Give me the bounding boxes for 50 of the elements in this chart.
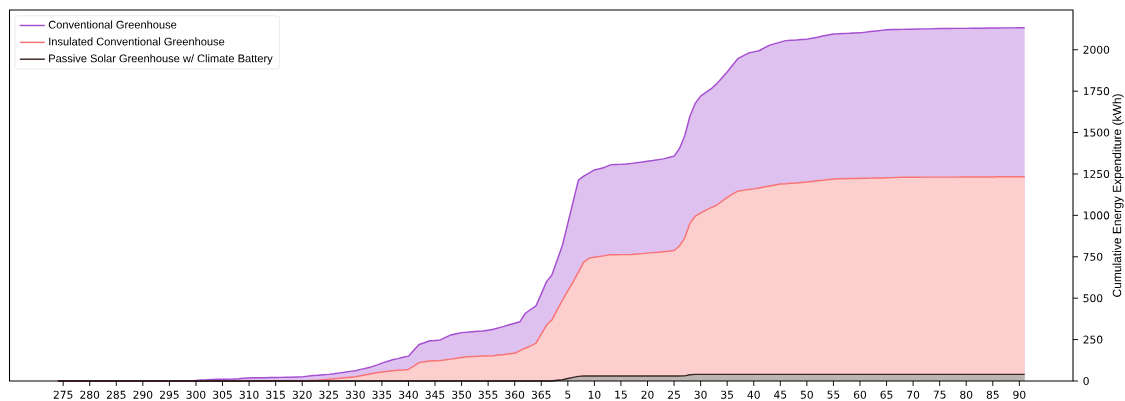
x-tick-label: 350 [452,390,472,399]
y-tick-label: 750 [1083,252,1103,261]
x-tick-label: 325 [319,390,339,399]
x-tick-label: 80 [960,390,973,399]
x-tick-label: 300 [186,390,206,399]
y-tick-label: 500 [1083,294,1103,303]
x-tick-label: 70 [907,390,920,399]
x-tick-label: 30 [694,390,707,399]
y-tick-label: 1750 [1083,87,1110,96]
x-tick-label: 25 [668,390,680,399]
x-tick-label: 280 [80,390,100,399]
x-tick-label: 20 [641,390,654,399]
x-tick-label: 310 [239,390,259,399]
x-tick-label: 55 [827,390,840,399]
x-tick-label: 85 [986,390,999,399]
y-tick-label: 1500 [1083,128,1110,137]
x-tick-label: 345 [425,390,445,399]
x-tick-label: 75 [933,390,946,399]
x-tick-label: 45 [774,390,787,399]
x-tick-label: 295 [160,390,179,399]
x-tick-label: 285 [106,390,126,399]
x-tick-label: 15 [615,390,627,399]
x-tick-label: 360 [505,390,525,399]
y-tick-label: 250 [1083,335,1103,344]
y-tick-label: 1000 [1083,211,1110,220]
x-tick-label: 5 [565,390,571,399]
x-tick-label: 290 [133,390,153,399]
x-tick-label: 60 [853,390,867,399]
x-tick-label: 65 [880,390,893,399]
legend-label: Insulated Conventional Greenhouse [49,37,225,46]
x-tick-label: 320 [292,390,312,399]
x-tick-label: 90 [1013,390,1026,399]
x-tick-label: 275 [53,390,73,399]
x-tick-label: 340 [399,390,418,399]
legend-label: Conventional Greenhouse [48,20,177,29]
x-tick-label: 365 [531,390,551,399]
y-tick-label: 2000 [1083,45,1110,54]
x-tick-label: 355 [478,390,498,399]
y-tick-label: 0 [1083,376,1089,386]
x-tick-label: 50 [800,390,813,399]
x-tick-label: 35 [721,390,734,399]
x-tick-label: 330 [345,390,365,399]
x-tick-label: 335 [372,390,392,399]
y-axis-title: Cumulative Energy Expenditure (kWh) [1112,94,1124,297]
x-tick-label: 315 [266,390,285,399]
x-tick-label: 40 [747,390,760,399]
legend-label: Passive Solar Greenhouse w/ Climate Battery [49,54,273,65]
y-tick-label: 1250 [1083,169,1110,178]
x-tick-label: 10 [588,390,601,399]
x-tick-label: 305 [213,390,232,399]
